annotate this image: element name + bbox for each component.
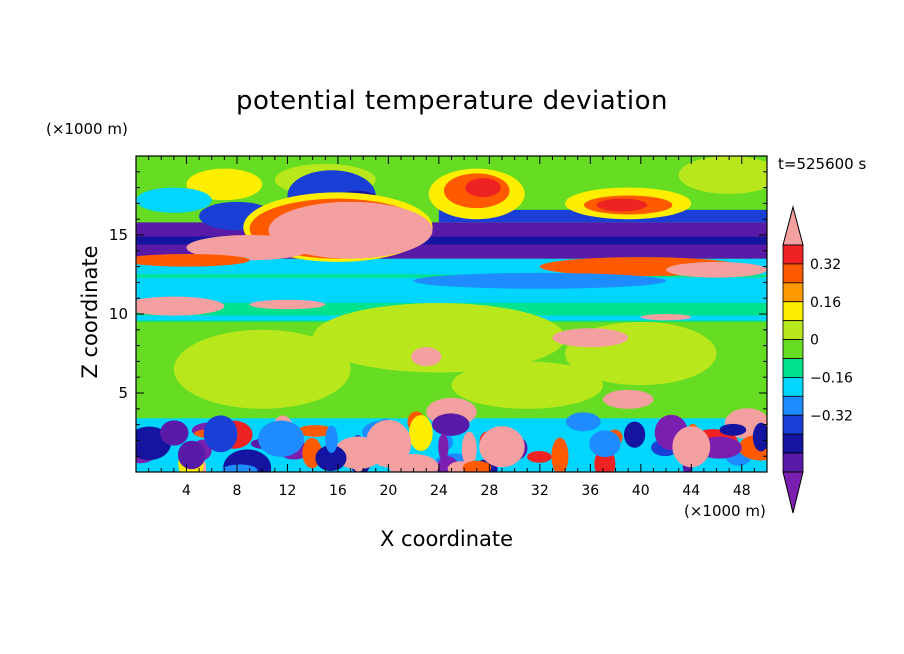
chart-title: potential temperature deviation: [236, 86, 668, 116]
colorbar-swatch: [782, 377, 804, 397]
field-eddy: [479, 426, 525, 468]
field-blob: [678, 156, 767, 194]
field-eddy: [258, 420, 305, 457]
time-label: t=525600 s: [778, 155, 867, 173]
field-blob: [186, 168, 263, 201]
x-tick-label: 16: [329, 483, 347, 499]
field-eddy: [623, 421, 646, 448]
field-eddy: [672, 426, 711, 468]
x-axis-label: X coordinate: [380, 527, 514, 551]
field-blob: [136, 253, 250, 267]
colorbar-swatch: [782, 433, 804, 454]
field-blob: [602, 389, 654, 409]
colorbar-max-triangle: [782, 205, 804, 246]
y-tick-label: 5: [118, 384, 128, 402]
field-eddy: [203, 415, 238, 453]
field-blob: [552, 328, 629, 348]
x-tick-label: 44: [682, 483, 700, 499]
field-eddy: [297, 425, 334, 437]
colorbar-swatch: [782, 395, 804, 416]
field-eddy: [462, 460, 492, 472]
field-blob: [413, 272, 667, 289]
field-eddy: [177, 440, 206, 470]
field-blob: [312, 302, 566, 373]
field-blob: [640, 314, 692, 321]
field-blob: [136, 187, 212, 213]
colorbar-swatch: [782, 452, 804, 473]
field-eddy: [438, 433, 449, 461]
x-tick-label: 20: [379, 483, 397, 499]
field-blob: [249, 299, 326, 310]
colorbar-swatch: [782, 244, 804, 265]
y-tick-label: 10: [109, 305, 128, 323]
x-tick-label: 8: [232, 483, 241, 499]
colorbar-label: 0.16: [810, 295, 841, 311]
field-eddy: [551, 437, 569, 472]
field-eddy: [325, 425, 338, 454]
field-eddy: [159, 420, 189, 446]
x-tick-label: 4: [182, 483, 191, 499]
x-tick-label: 48: [733, 483, 751, 499]
field-blob: [465, 178, 501, 198]
colorbar-swatch: [782, 263, 804, 284]
colorbar-swatch: [782, 339, 804, 359]
colorbar-min-triangle: [782, 471, 804, 514]
colorbar-swatch: [782, 301, 804, 322]
colorbar-swatch: [782, 320, 804, 340]
x-tick-label: 24: [430, 483, 448, 499]
field-blob: [451, 361, 603, 409]
colorbar-label: −0.16: [810, 370, 853, 386]
field-eddy: [565, 412, 601, 432]
x-tick-label: 36: [581, 483, 599, 499]
field-eddy: [752, 422, 767, 452]
colorbar-swatch: [782, 414, 804, 435]
field-eddy: [589, 430, 621, 458]
field-eddy: [315, 445, 347, 471]
colorbar-label: −0.32: [810, 408, 853, 424]
field-eddy: [222, 464, 258, 472]
field-eddy: [461, 431, 477, 467]
x-unit-label: (×1000 m): [684, 502, 766, 520]
colorbar-label: 0.32: [810, 257, 841, 273]
field-eddy: [527, 451, 552, 463]
colorbar: 0.32 0.16 0 −0.16 −0.32: [782, 205, 853, 514]
colorbar-label: 0: [810, 333, 819, 349]
field-blob: [186, 235, 313, 261]
field-blob: [173, 329, 351, 409]
colorbar-swatch: [782, 282, 804, 303]
field-blob: [411, 347, 442, 367]
field-blob: [596, 198, 648, 212]
temperature-field: [136, 156, 767, 472]
x-tick-label: 28: [480, 483, 498, 499]
colorbar-swatch: [782, 358, 804, 378]
field-eddy: [365, 419, 412, 468]
field-band: [136, 236, 767, 245]
x-tick-label: 32: [531, 483, 549, 499]
y-unit-label: (×1000 m): [46, 120, 128, 138]
y-tick-label: 15: [109, 226, 128, 244]
field-eddy: [408, 415, 433, 452]
field-eddy: [432, 413, 470, 436]
x-tick-label: 40: [632, 483, 650, 499]
field-eddy: [719, 423, 747, 436]
x-tick-label: 12: [279, 483, 297, 499]
field-blob: [136, 296, 225, 316]
field-blob: [666, 261, 767, 278]
